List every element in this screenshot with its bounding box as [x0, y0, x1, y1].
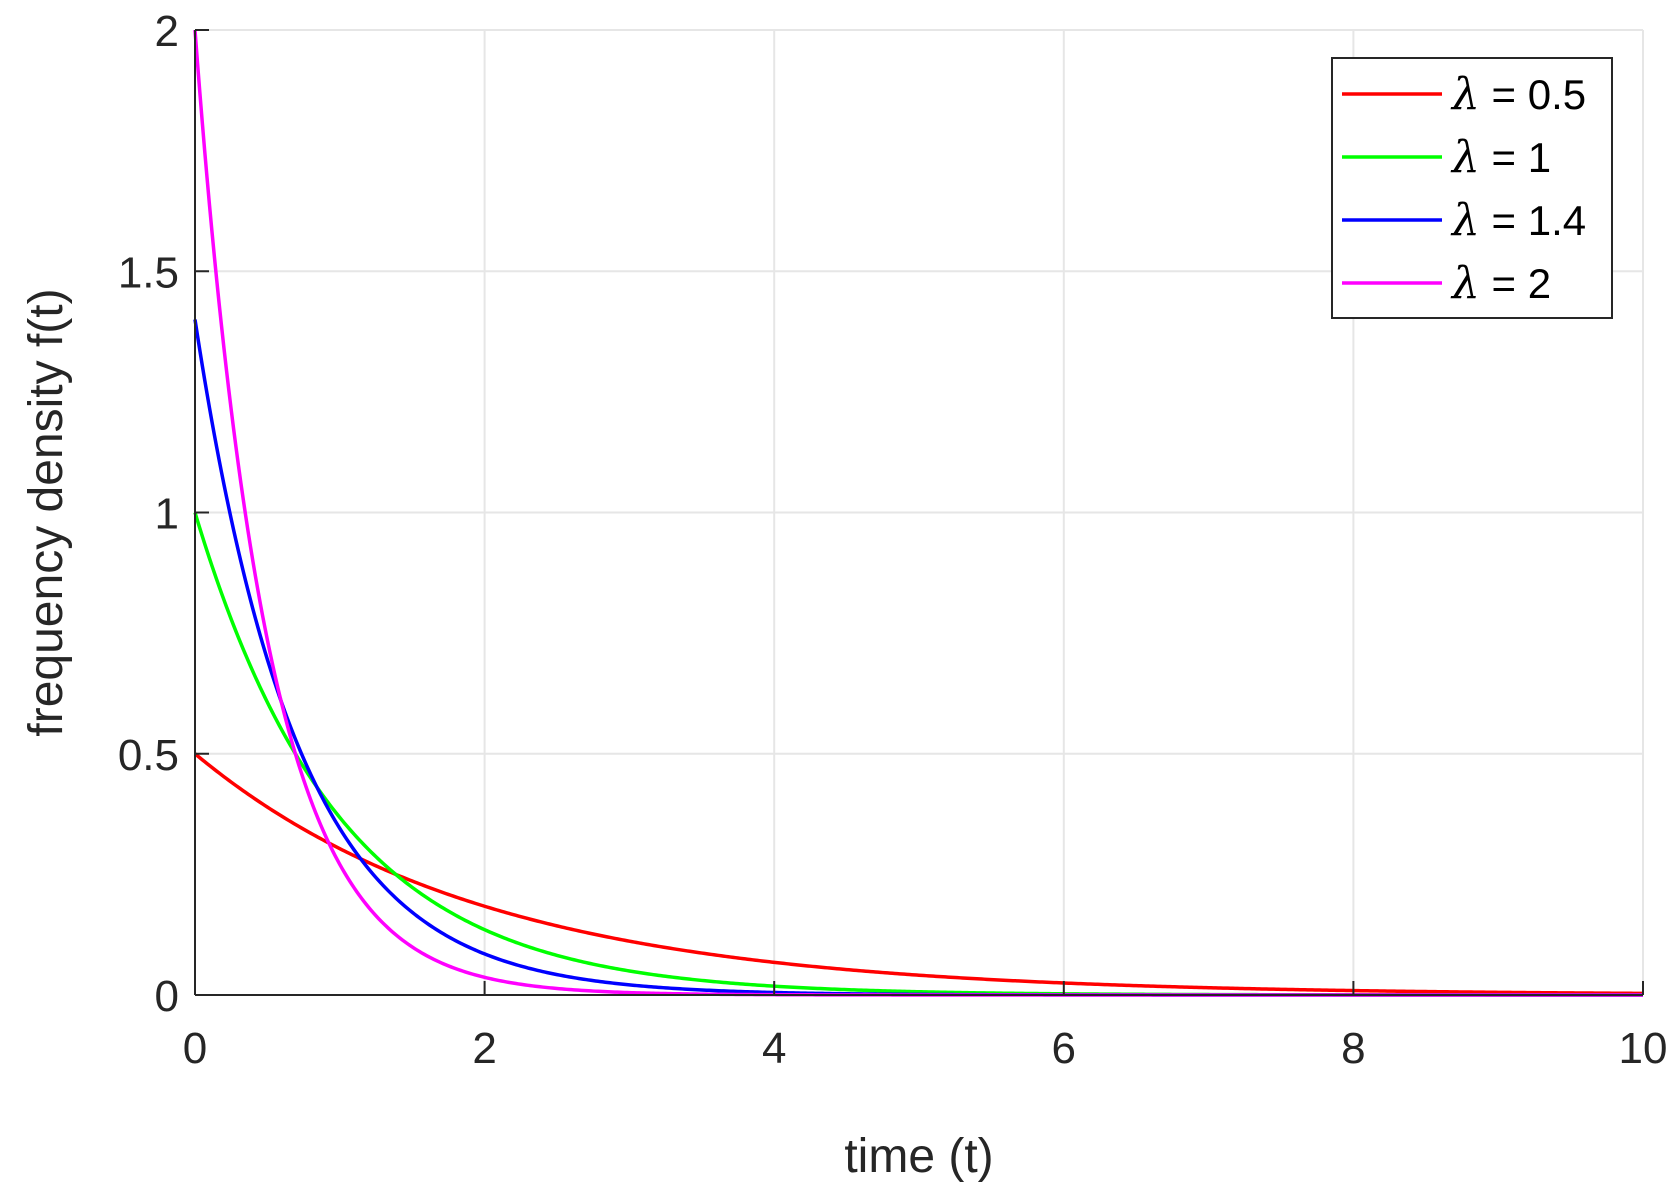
axes [194, 29, 1644, 996]
y-tick-label: 2 [155, 7, 179, 56]
y-tick-label: 1 [155, 490, 179, 539]
x-tick-label: 2 [472, 1024, 496, 1073]
y-tick-label: 1.5 [118, 248, 179, 297]
x-tick-label: 6 [1052, 1024, 1076, 1073]
legend-label: λ = 1 [1450, 132, 1551, 183]
x-tick-label: 10 [1619, 1024, 1668, 1073]
series-line [193, 752, 1644, 996]
x-tick-label: 8 [1341, 1024, 1365, 1073]
y-tick-label: 0.5 [118, 731, 179, 780]
x-axis-title: time (t) [844, 1130, 993, 1183]
y-axis-title: frequency density f(t) [20, 288, 73, 736]
y-tick-label: 0 [155, 972, 179, 1021]
legend-label: λ = 1.4 [1450, 195, 1586, 246]
x-tick-label: 0 [183, 1024, 207, 1073]
legend-label: λ = 2 [1450, 258, 1551, 309]
legend-box [1331, 57, 1613, 319]
x-tick-label: 4 [762, 1024, 786, 1073]
legend: λ = 0.5 λ = 1 λ = 1.4 λ = 2 [1331, 57, 1613, 319]
legend-label: λ = 0.5 [1450, 69, 1586, 120]
tick-labels: 0 2 4 6 8 10 0 0.5 1 1.5 2 [118, 7, 1668, 1073]
